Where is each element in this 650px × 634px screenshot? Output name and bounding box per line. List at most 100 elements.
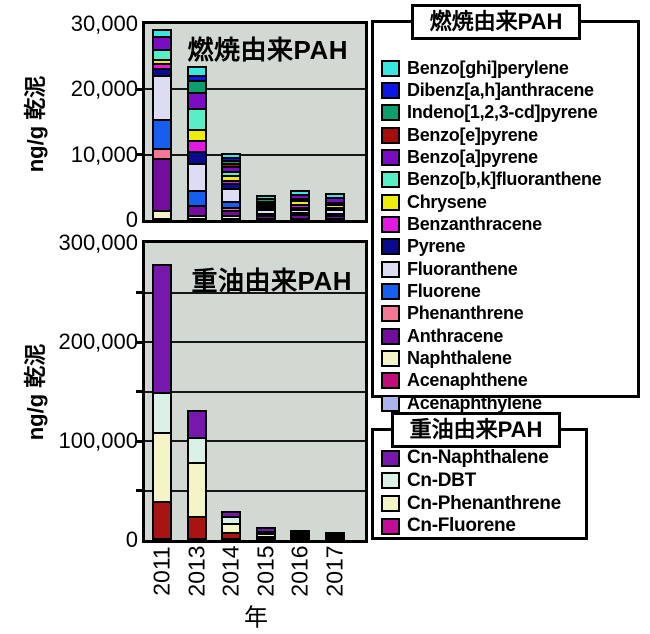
bar-combustion-2011 bbox=[152, 29, 172, 220]
legend-item: Pyrene bbox=[381, 236, 466, 258]
y-tick-label-combustion: 0 bbox=[125, 207, 138, 232]
bar-segment-Pyrene bbox=[257, 206, 274, 209]
bar-oil-2015 bbox=[255, 527, 276, 540]
y-tick-mark bbox=[136, 390, 143, 393]
bar-segment-Pyrene bbox=[223, 183, 239, 188]
bar-segment-Cn-Fluorene bbox=[223, 532, 239, 538]
legend-item-label: Cn-Naphthalene bbox=[407, 447, 549, 468]
bar-segment-Cn-Phenanthrene bbox=[326, 534, 343, 536]
combustion-legend: Benzo[ghi]perylene Dibenz[a,h]anthracene I… bbox=[371, 20, 640, 413]
bar-segment-Naphthalene bbox=[154, 209, 170, 218]
gridline-200000 bbox=[145, 341, 365, 343]
bar-segment-Benzo[b,k]fluoranthene bbox=[257, 202, 274, 205]
bar-segment-Cn-Naphthalene bbox=[257, 529, 274, 531]
bar-segment-Benzo[b,k]fluoranthene bbox=[292, 198, 308, 201]
bar-oil-2011 bbox=[152, 263, 172, 540]
legend-swatch bbox=[381, 472, 400, 490]
bar-segment-Benzanthracene bbox=[292, 204, 308, 207]
oil-y-axis-label: ng/g 乾泥 bbox=[23, 343, 48, 441]
legend-item-label: Naphthalene bbox=[407, 348, 512, 369]
bar-segment-Benzo[a]pyrene bbox=[223, 165, 239, 172]
legend-swatch bbox=[381, 148, 400, 166]
x-tick-label-2011: 2011 bbox=[148, 546, 175, 596]
bar-segment-Indeno[1,2,3-cd]pyrene bbox=[223, 159, 239, 164]
combustion-chart-plot bbox=[142, 21, 368, 223]
legend-item: Naphthalene bbox=[381, 348, 512, 370]
bar-segment-Chrysene bbox=[154, 58, 170, 64]
y-tick-label-oil: 200,000 bbox=[58, 329, 138, 354]
bar-segment-Fluorene bbox=[257, 212, 274, 215]
bar-segment-Benzo[a]pyrene bbox=[326, 196, 343, 203]
bar-segment-Benzanthracene bbox=[223, 180, 239, 184]
bar-segment-Cn-Phenanthrene bbox=[154, 432, 170, 502]
y-tick-label-oil: 0 bbox=[125, 527, 138, 552]
bar-combustion-2013 bbox=[186, 65, 207, 220]
bar-segment-Phenanthrene bbox=[154, 148, 170, 158]
legend-item: Benzo[ghi]perylene bbox=[381, 57, 569, 79]
bar-segment-Benzo[ghi]perylene bbox=[326, 195, 343, 197]
legend-item: Benzanthracene bbox=[381, 213, 542, 235]
combustion-legend-title: 燃焼由来PAH bbox=[411, 4, 581, 40]
x-tick-label-2014: 2014 bbox=[217, 545, 244, 597]
bar-segment-Benzo[b,k]fluoranthene bbox=[154, 48, 170, 59]
bar-segment-Chrysene bbox=[326, 204, 343, 208]
bar-segment-Anthracene bbox=[257, 214, 274, 218]
bar-segment-Benzo[ghi]perylene bbox=[292, 191, 308, 194]
legend-item: Phenanthrene bbox=[381, 303, 524, 325]
x-axis-title: 年 bbox=[244, 604, 268, 632]
bar-segment-Dibenz[a,h]anthracene bbox=[223, 157, 239, 160]
bar-segment-Fluoranthene bbox=[223, 187, 239, 202]
bar-segment-Benzo[b,k]fluoranthene bbox=[223, 171, 239, 175]
x-tick-label-2016: 2016 bbox=[286, 545, 313, 597]
legend-swatch bbox=[381, 327, 400, 345]
bar-segment-Cn-Fluorene bbox=[188, 516, 205, 538]
legend-item-label: Pyrene bbox=[407, 236, 466, 257]
combustion-chart-title: 燃焼由来PAH bbox=[187, 35, 348, 65]
bar-segment-Cn-Naphthalene bbox=[154, 265, 170, 392]
bar-segment-Cn-DBT bbox=[292, 532, 308, 534]
bar-segment-Anthracene bbox=[223, 209, 239, 215]
bar-segment-Fluorene bbox=[292, 212, 308, 215]
legend-item: Fluorene bbox=[381, 281, 481, 303]
legend-swatch bbox=[381, 193, 400, 211]
gridline-20000 bbox=[145, 88, 365, 91]
y-tick-mark bbox=[136, 340, 143, 344]
y-tick-mark bbox=[136, 291, 143, 294]
legend-item-label: Anthracene bbox=[407, 325, 504, 346]
bar-segment-Chrysene bbox=[257, 204, 274, 207]
bar-segment-Benzo[a]pyrene bbox=[292, 193, 308, 199]
bar-segment-Benzo[b,k]fluoranthene bbox=[188, 108, 205, 129]
gridline-10000 bbox=[145, 153, 365, 156]
bar-segment-Pyrene bbox=[292, 206, 308, 210]
legend-swatch bbox=[381, 81, 400, 99]
legend-item-label: Benzo[e]pyrene bbox=[407, 124, 538, 145]
bar-segment-Naphthalene bbox=[188, 214, 205, 218]
bar-segment-Anthracene bbox=[188, 204, 205, 215]
legend-swatch bbox=[381, 283, 400, 300]
y-tick-label-combustion: 10,000 bbox=[70, 141, 138, 167]
bar-segment-Benzo[ghi]perylene bbox=[188, 67, 205, 75]
bar-segment-Indeno[1,2,3-cd]pyrene bbox=[188, 79, 205, 92]
legend-item: Benzo[a]pyrene bbox=[381, 146, 538, 168]
legend-item-label: Acenaphthylene bbox=[407, 392, 542, 413]
gridline-100000 bbox=[145, 440, 365, 442]
bar-oil-2017 bbox=[324, 532, 345, 540]
legend-item: Cn-DBT bbox=[381, 470, 476, 492]
legend-item-label: Dibenz[a,h]anthracene bbox=[407, 79, 594, 100]
bar-segment-Cn-Fluorene bbox=[326, 536, 343, 538]
bar-segment-Naphthalene bbox=[223, 214, 239, 218]
legend-swatch bbox=[381, 126, 400, 144]
y-tick-mark bbox=[136, 153, 143, 157]
bar-segment-Benzanthracene bbox=[188, 140, 205, 152]
bar-segment-Chrysene bbox=[223, 174, 239, 181]
legend-item: Cn-Fluorene bbox=[381, 515, 516, 537]
y-tick-label-oil: 100,000 bbox=[58, 428, 138, 453]
bar-segment-Benzo[ghi]perylene bbox=[257, 197, 274, 198]
legend-swatch bbox=[381, 171, 400, 189]
legend-item-label: Cn-DBT bbox=[407, 469, 476, 491]
gridline-150000 bbox=[145, 390, 365, 393]
bar-segment-Benzo[a]pyrene bbox=[154, 35, 170, 49]
legend-item: Fluoranthene bbox=[381, 258, 518, 280]
legend-item: Acenaphthene bbox=[381, 370, 528, 392]
bar-segment-Fluorene bbox=[223, 201, 239, 207]
